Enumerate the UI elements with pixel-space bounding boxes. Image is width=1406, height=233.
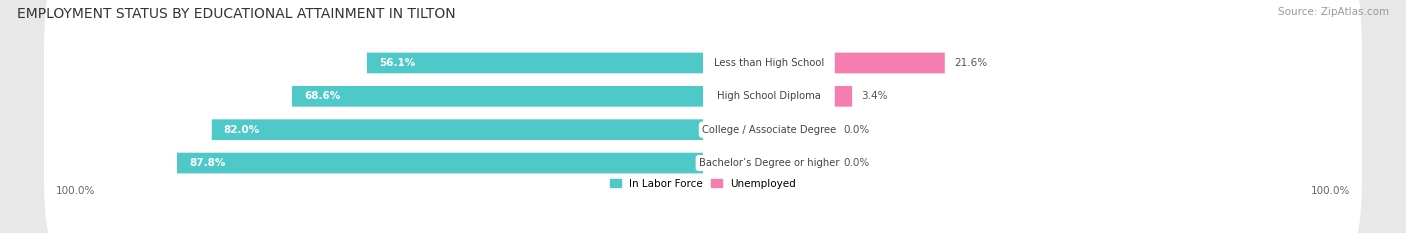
FancyBboxPatch shape xyxy=(212,119,703,140)
FancyBboxPatch shape xyxy=(44,83,1362,233)
Text: 0.0%: 0.0% xyxy=(844,125,870,135)
Text: 68.6%: 68.6% xyxy=(304,91,340,101)
FancyBboxPatch shape xyxy=(44,50,1362,210)
FancyBboxPatch shape xyxy=(292,86,703,107)
Text: Bachelor’s Degree or higher: Bachelor’s Degree or higher xyxy=(699,158,839,168)
Text: 56.1%: 56.1% xyxy=(378,58,415,68)
Legend: In Labor Force, Unemployed: In Labor Force, Unemployed xyxy=(606,175,800,193)
FancyBboxPatch shape xyxy=(835,86,852,107)
FancyBboxPatch shape xyxy=(367,53,703,73)
Text: 100.0%: 100.0% xyxy=(1310,186,1350,196)
Text: 82.0%: 82.0% xyxy=(224,125,260,135)
FancyBboxPatch shape xyxy=(44,16,1362,176)
FancyBboxPatch shape xyxy=(44,0,1362,143)
FancyBboxPatch shape xyxy=(835,53,945,73)
Text: 0.0%: 0.0% xyxy=(844,158,870,168)
Text: 100.0%: 100.0% xyxy=(56,186,96,196)
Text: EMPLOYMENT STATUS BY EDUCATIONAL ATTAINMENT IN TILTON: EMPLOYMENT STATUS BY EDUCATIONAL ATTAINM… xyxy=(17,7,456,21)
Text: 3.4%: 3.4% xyxy=(860,91,887,101)
Text: 87.8%: 87.8% xyxy=(188,158,225,168)
Text: 21.6%: 21.6% xyxy=(953,58,987,68)
Text: Less than High School: Less than High School xyxy=(714,58,824,68)
Text: High School Diploma: High School Diploma xyxy=(717,91,821,101)
Text: Source: ZipAtlas.com: Source: ZipAtlas.com xyxy=(1278,7,1389,17)
Text: College / Associate Degree: College / Associate Degree xyxy=(702,125,837,135)
FancyBboxPatch shape xyxy=(177,153,703,173)
